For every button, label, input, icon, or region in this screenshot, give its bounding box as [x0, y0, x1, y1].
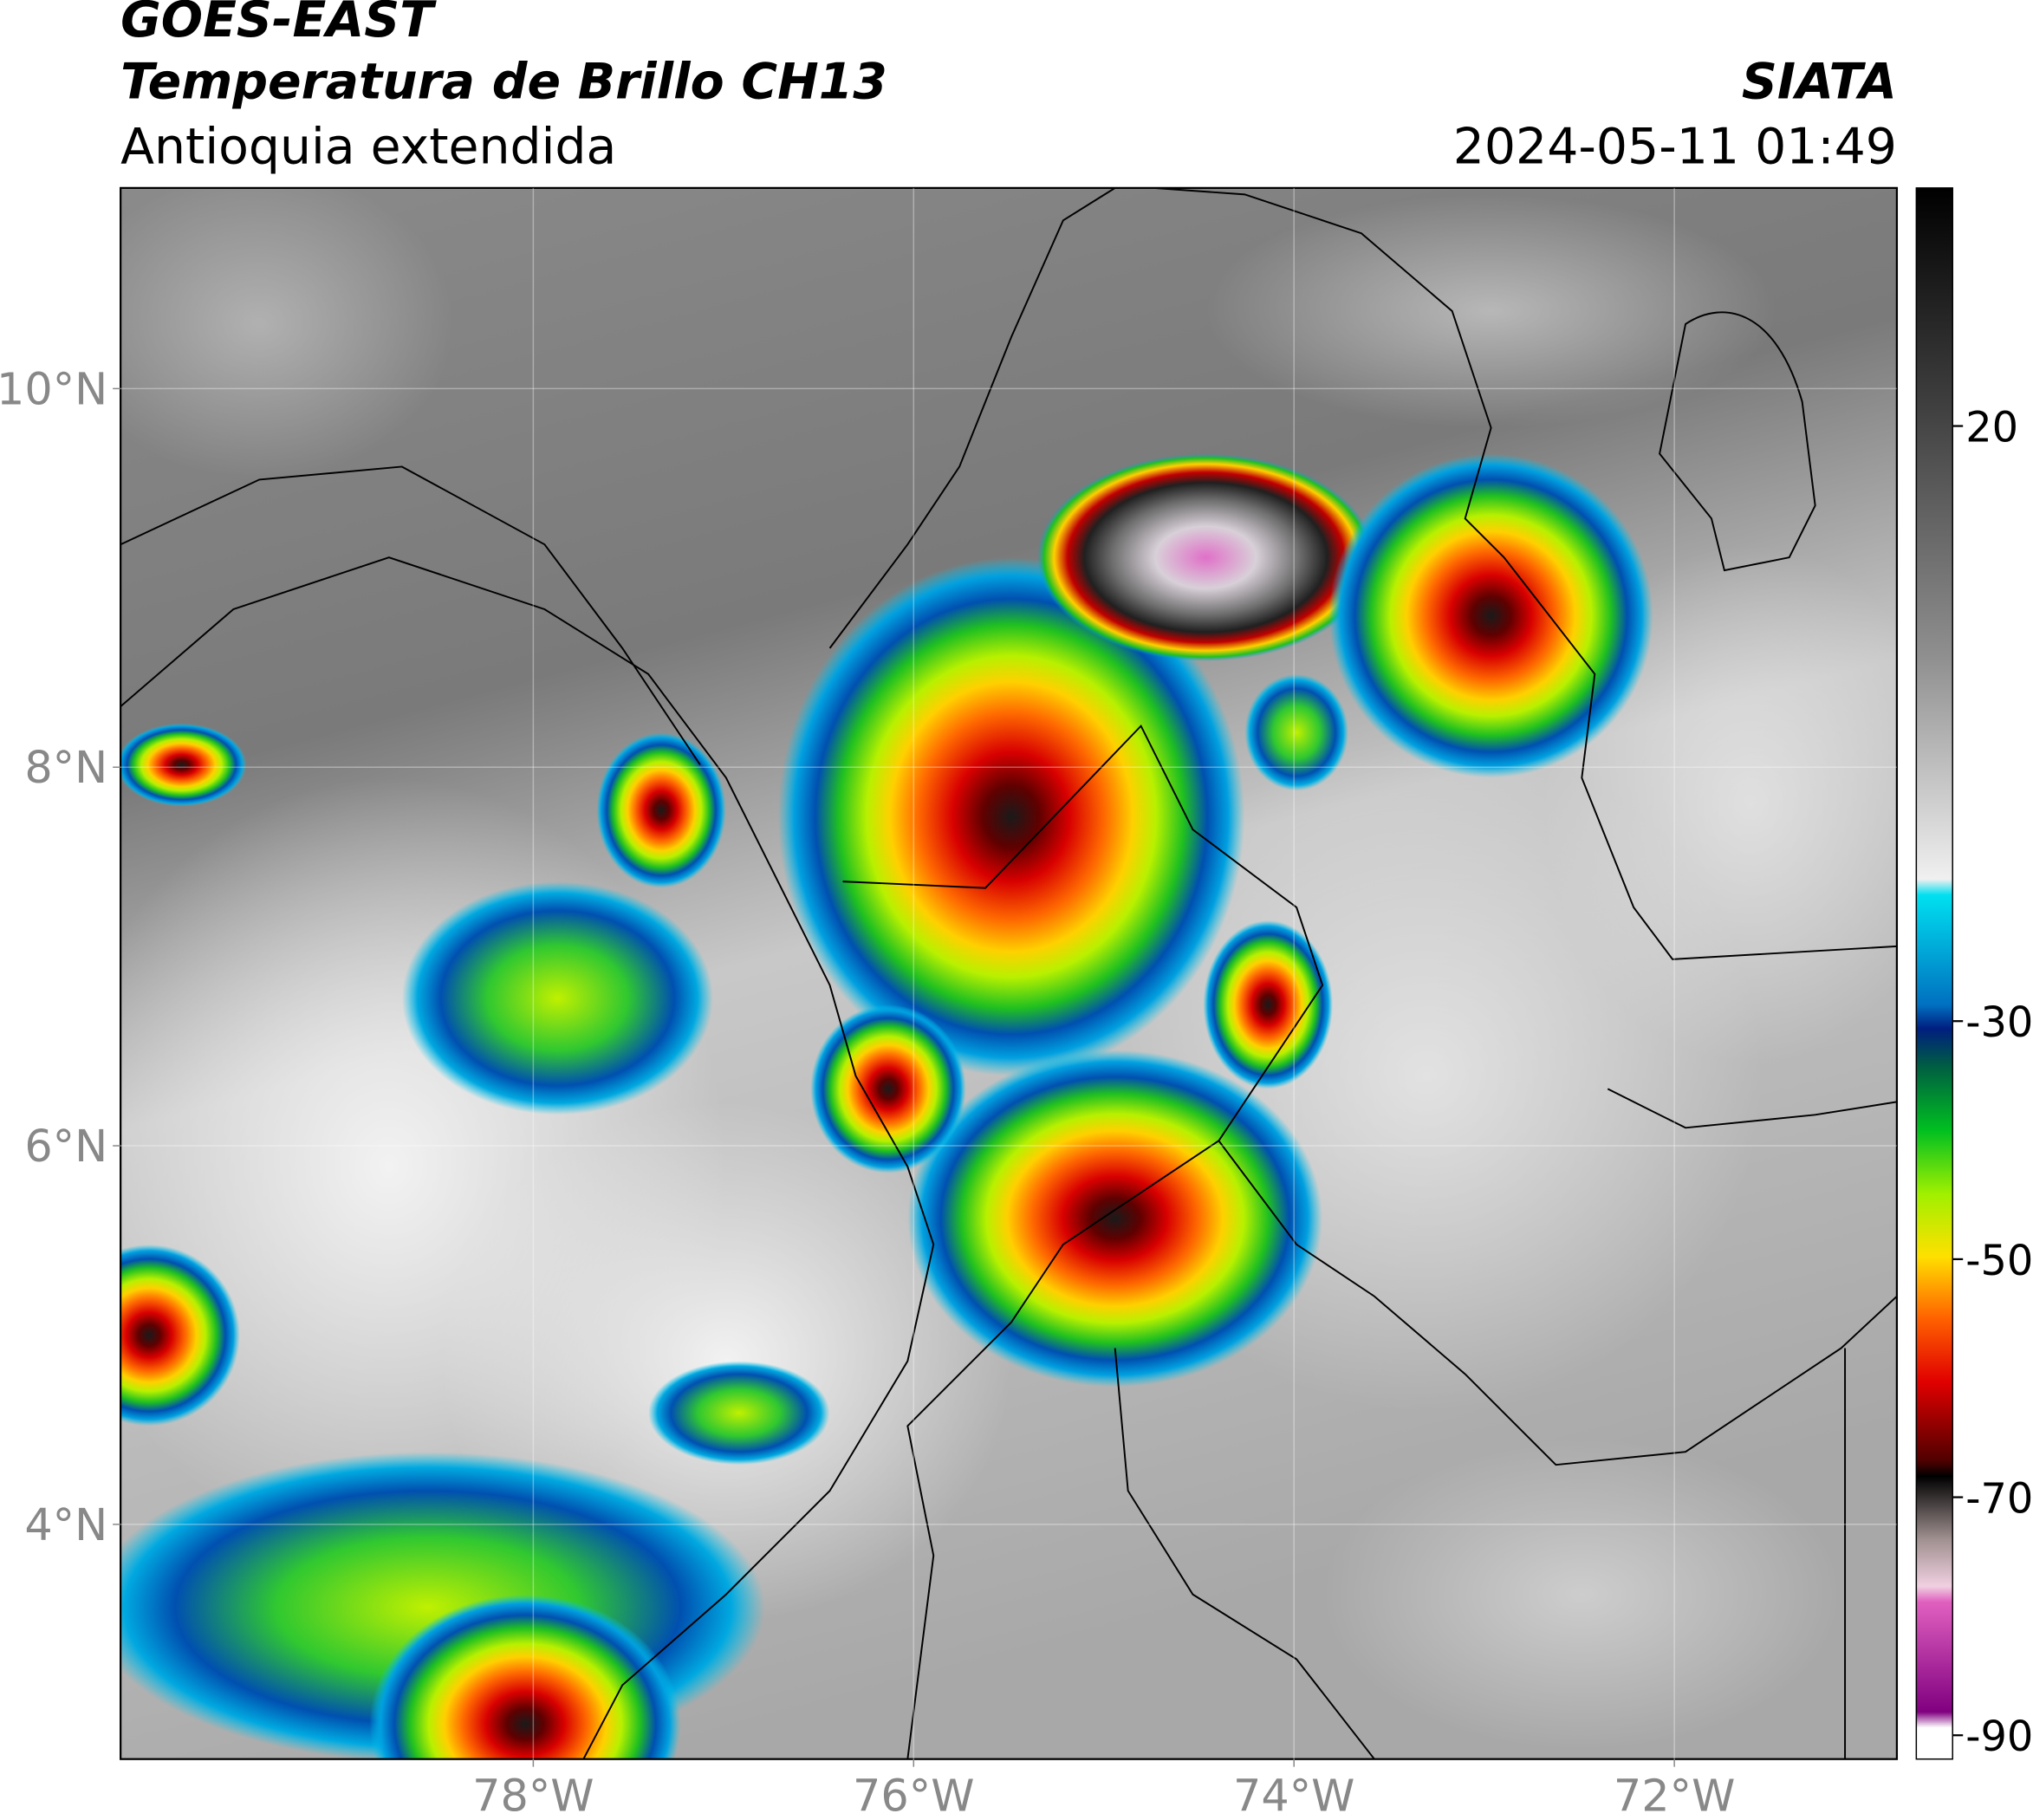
map-image: [120, 187, 1897, 1759]
cloud: [1322, 1439, 1841, 1751]
colorbar-label: -90: [1965, 1713, 2033, 1761]
storm-cell: [120, 723, 247, 807]
region: Antioquia extendida: [120, 118, 616, 175]
storm-cell: [648, 1361, 830, 1466]
storm-cell: [810, 1004, 966, 1173]
storm-cell: [777, 557, 1245, 1076]
border: [842, 724, 1324, 1759]
colorbar-label: -50: [1965, 1238, 2033, 1285]
x-tick-label: 74°W: [1233, 1771, 1354, 1820]
coastline: [828, 187, 1116, 649]
x-tick-label: 76°W: [853, 1771, 974, 1820]
border: [1218, 1140, 1897, 1466]
cloud: [1205, 194, 1776, 428]
storm-cell: [1036, 453, 1374, 661]
borders: [120, 187, 1897, 1759]
storm-cell: [120, 1244, 240, 1427]
subtitle: Temperatura de Brillo CH13: [120, 54, 887, 111]
colorbar-label: -30: [1965, 999, 2033, 1047]
storm-cell: [1328, 453, 1653, 778]
title: GOES-EAST: [120, 0, 437, 49]
border: [1114, 1348, 1375, 1759]
coastline: [1659, 311, 1816, 572]
y-tick-label: 10°N: [0, 363, 107, 414]
storm-cell: [1244, 673, 1349, 791]
x-tick-label: 78°W: [472, 1771, 594, 1820]
cloud: [120, 187, 454, 480]
storm-cell: [907, 1050, 1323, 1388]
datetime: 2024-05-11 01:49: [1453, 118, 1897, 175]
storm-cell: [1203, 920, 1334, 1089]
y-tick-label: 4°N: [24, 1499, 107, 1550]
colorbar-label: 20: [1965, 405, 2018, 452]
coastline: [120, 465, 701, 766]
x-tick-label: 72°W: [1614, 1771, 1735, 1820]
storm-cell: [596, 732, 726, 888]
colorbar: [1915, 187, 1953, 1760]
coastline: [120, 556, 935, 1759]
border: [1607, 1088, 1897, 1129]
y-tick-label: 8°N: [24, 742, 107, 793]
storm-cell: [369, 1594, 681, 1759]
colorbar-label: -70: [1965, 1476, 2033, 1524]
border: [1153, 187, 1897, 960]
storm-cell: [401, 881, 713, 1115]
y-tick-label: 6°N: [24, 1121, 107, 1172]
map-frame: [120, 186, 1899, 1760]
source: SIATA: [1742, 54, 1897, 111]
